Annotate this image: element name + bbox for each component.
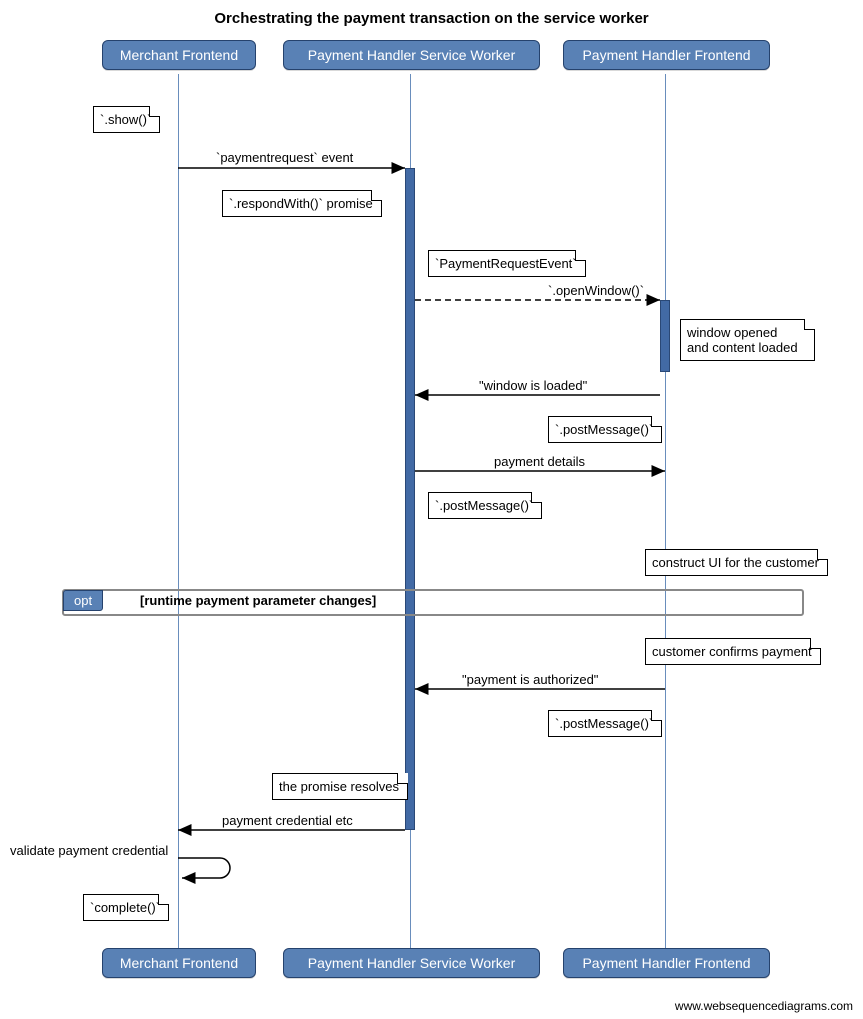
participant-merchant-top: Merchant Frontend (102, 40, 256, 70)
sequence-diagram: Orchestrating the payment transaction on… (0, 0, 863, 1019)
note-paymentrequestevent: `PaymentRequestEvent` (428, 250, 586, 277)
lifeline-merchant (178, 74, 179, 948)
participant-merchant-bottom: Merchant Frontend (102, 948, 256, 978)
note-postmessage-1: `.postMessage()` (548, 416, 662, 443)
opt-fragment: opt [runtime payment parameter changes] (62, 589, 804, 616)
msg-paymentrequest: `paymentrequest` event (216, 150, 353, 165)
note-respondwith: `.respondWith()` promise (222, 190, 382, 217)
msg-validate: validate payment credential (10, 843, 168, 858)
diagram-title: Orchestrating the payment transaction on… (0, 10, 863, 27)
opt-condition: [runtime payment parameter changes] (140, 593, 376, 608)
note-construct-ui: construct UI for the customer (645, 549, 828, 576)
activation-sw (405, 168, 415, 830)
participant-frontend-top: Payment Handler Frontend (563, 40, 770, 70)
msg-payment-details: payment details (494, 454, 585, 469)
note-promise-resolves: the promise resolves (272, 773, 408, 800)
participant-sw-bottom: Payment Handler Service Worker (283, 948, 540, 978)
opt-tab: opt (63, 590, 103, 611)
note-show: `.show()` (93, 106, 160, 133)
msg-payment-credential: payment credential etc (222, 813, 353, 828)
participant-sw-top: Payment Handler Service Worker (283, 40, 540, 70)
lifeline-frontend (665, 74, 666, 948)
participant-frontend-bottom: Payment Handler Frontend (563, 948, 770, 978)
note-postmessage-3: `.postMessage()` (548, 710, 662, 737)
note-postmessage-2: `.postMessage()` (428, 492, 542, 519)
note-customer-confirms: customer confirms payment (645, 638, 821, 665)
msg-window-loaded: "window is loaded" (479, 378, 587, 393)
msg-openwindow: `.openWindow()` (548, 283, 644, 298)
credit-text: www.websequencediagrams.com (675, 999, 853, 1013)
msg-payment-authorized: "payment is authorized" (462, 672, 598, 687)
note-complete: `complete()` (83, 894, 169, 921)
note-window-opened: window openedand content loaded (680, 319, 815, 361)
activation-frontend (660, 300, 670, 372)
